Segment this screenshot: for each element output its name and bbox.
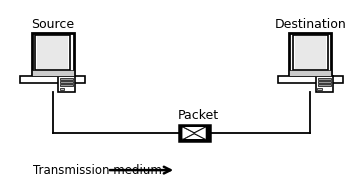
Bar (179, 125, 210, 141)
Bar (315, 76, 333, 92)
Bar (32, 70, 73, 76)
Bar (318, 84, 331, 86)
Bar (58, 76, 76, 92)
Bar (318, 81, 331, 83)
Bar (32, 33, 73, 76)
Bar (183, 127, 206, 139)
Bar (36, 35, 70, 70)
Polygon shape (194, 127, 206, 139)
Bar (60, 84, 73, 86)
Bar (318, 78, 331, 80)
Text: Transmission medium: Transmission medium (33, 164, 162, 177)
Bar (60, 81, 73, 83)
Bar (37, 36, 68, 69)
Bar (317, 88, 322, 90)
Bar (290, 33, 331, 76)
Bar (278, 76, 343, 83)
Text: Destination: Destination (274, 18, 346, 31)
Polygon shape (183, 127, 194, 139)
Bar (295, 36, 326, 69)
Text: Packet: Packet (177, 109, 219, 122)
Bar (293, 35, 328, 70)
Bar (20, 76, 85, 83)
Bar (60, 88, 64, 90)
Bar (60, 78, 73, 80)
Text: Source: Source (31, 18, 74, 31)
Bar (290, 70, 331, 76)
